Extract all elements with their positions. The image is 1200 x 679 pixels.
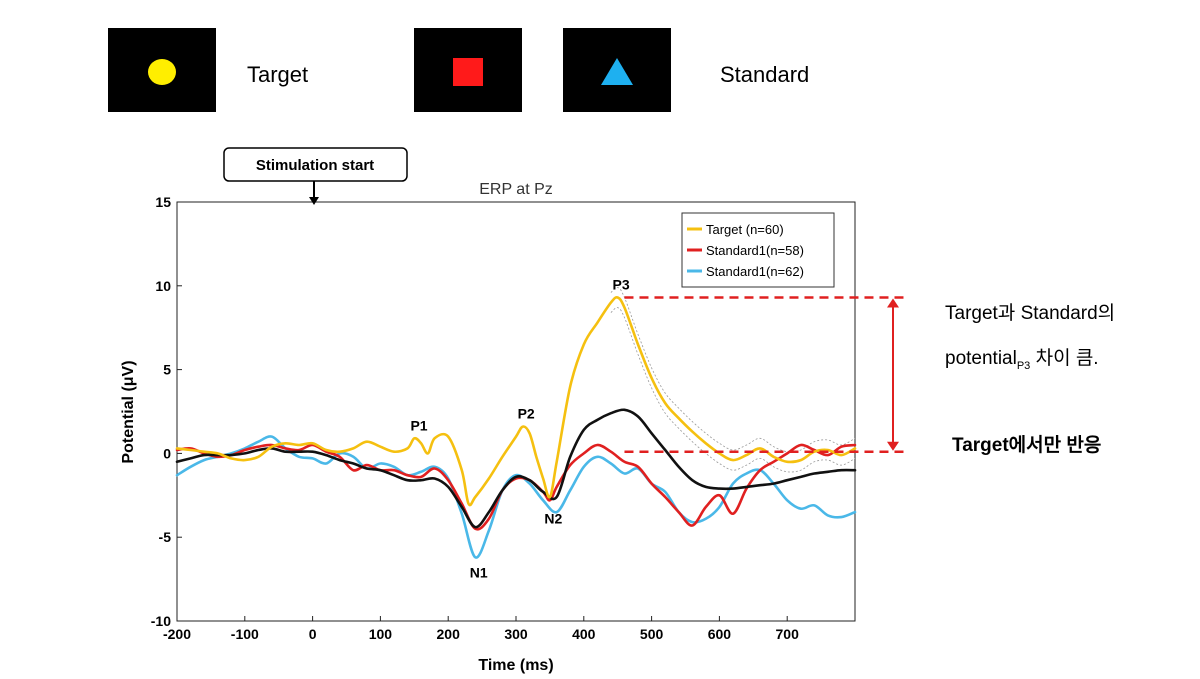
y-tick-label: 15 — [155, 194, 171, 210]
note-difference-large: 차이 큼. — [1030, 348, 1099, 369]
x-axis-label: Time (ms) — [478, 657, 553, 674]
y-tick-label: -5 — [159, 529, 172, 545]
annotation-layer: P1 P2 P3 N1 N2 — [410, 277, 629, 581]
note-p3-subscript: P3 — [1016, 359, 1031, 372]
y-tick-label: -10 — [151, 613, 171, 629]
x-tick-label: -100 — [231, 626, 259, 642]
legend-entry: Standard1(n=58) — [706, 243, 804, 258]
y-tick-label: 5 — [163, 362, 171, 378]
legend-layer: Target (n=60) Standard1(n=58) Standard1(n=… — [681, 212, 835, 288]
x-tick-label: 0 — [309, 626, 317, 642]
x-tick-label: 600 — [708, 626, 732, 642]
red-square-icon — [453, 58, 483, 86]
series-line — [175, 408, 857, 529]
x-tick-label: 700 — [776, 626, 800, 642]
stimulation-arrow-head — [309, 197, 319, 205]
y-tick-label: 10 — [155, 278, 171, 294]
series-layer — [175, 287, 857, 559]
x-tick-label: 200 — [437, 626, 461, 642]
standard-label: Standard — [720, 62, 810, 87]
x-tick-label: 100 — [369, 626, 393, 642]
note-target-only: Target에서만 반응 — [952, 435, 1102, 456]
p3-difference-bracket — [624, 296, 905, 453]
peak-label: P3 — [613, 277, 630, 293]
difference-arrow-top-head — [887, 298, 899, 308]
note-difference-line: Target과 Standard의 — [945, 303, 1116, 324]
y-axis-label: Potential (μV) — [120, 360, 137, 463]
note-potential-line: potentialP3 차이 큼. — [945, 343, 1099, 372]
stimulation-start-box — [223, 147, 408, 182]
x-tick-label: 500 — [640, 626, 664, 642]
legend-box — [681, 212, 835, 288]
difference-arrow-bottom-head — [887, 441, 899, 451]
stimulation-start-label: Stimulation start — [256, 157, 374, 174]
standard-triangle-panel — [563, 28, 671, 112]
standard-square-panel — [414, 28, 522, 112]
peak-label: N1 — [470, 564, 488, 580]
y-tick-label: 0 — [163, 445, 171, 461]
blue-triangle-icon — [601, 58, 633, 85]
target-circle-icon — [148, 59, 176, 85]
peak-label: P1 — [410, 417, 427, 433]
chart-title: ERP at Pz — [479, 181, 553, 198]
legend-entry: Standard1(n=62) — [706, 264, 804, 279]
target-label: Target — [247, 62, 309, 87]
series-line — [175, 296, 857, 507]
peak-label: N2 — [544, 511, 562, 527]
legend-entry: Target (n=60) — [706, 222, 784, 237]
x-tick-label: -200 — [163, 626, 191, 642]
x-tick-label: 400 — [572, 626, 596, 642]
target-stimulus-panel — [108, 28, 216, 112]
note-potential-word: potential — [945, 348, 1017, 369]
peak-label: P2 — [518, 406, 535, 422]
x-tick-label: 300 — [504, 626, 528, 642]
